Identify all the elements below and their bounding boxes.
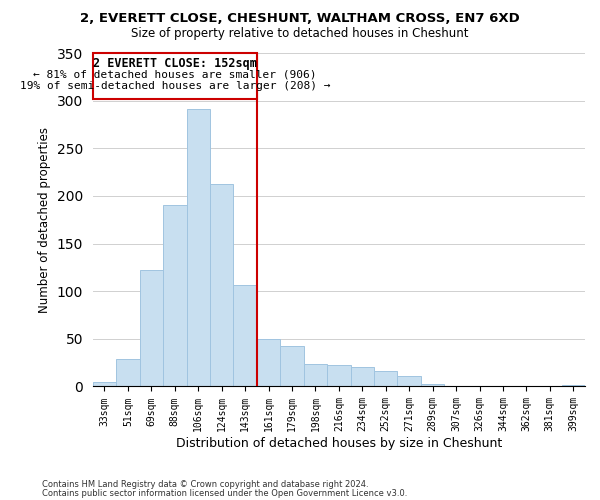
Text: Contains public sector information licensed under the Open Government Licence v3: Contains public sector information licen… [42, 488, 407, 498]
Bar [562, 384, 585, 386]
Title: 2, EVERETT CLOSE, CHESHUNT, WALTHAM CROSS, EN7 6XD
Size of property relative to : 2, EVERETT CLOSE, CHESHUNT, WALTHAM CROS… [0, 499, 1, 500]
Bar [233, 286, 257, 386]
FancyBboxPatch shape [93, 53, 257, 98]
Bar [187, 109, 210, 386]
Bar [163, 206, 187, 386]
Text: Size of property relative to detached houses in Cheshunt: Size of property relative to detached ho… [131, 27, 469, 40]
Bar [397, 376, 421, 386]
Bar [210, 184, 233, 386]
Text: 2 EVERETT CLOSE: 152sqm: 2 EVERETT CLOSE: 152sqm [93, 57, 257, 70]
Bar [116, 359, 140, 386]
Text: 19% of semi-detached houses are larger (208) →: 19% of semi-detached houses are larger (… [20, 80, 330, 90]
Text: 2, EVERETT CLOSE, CHESHUNT, WALTHAM CROSS, EN7 6XD: 2, EVERETT CLOSE, CHESHUNT, WALTHAM CROS… [80, 12, 520, 26]
Text: ← 81% of detached houses are smaller (906): ← 81% of detached houses are smaller (90… [33, 69, 317, 79]
Bar [93, 382, 116, 386]
Text: Contains HM Land Registry data © Crown copyright and database right 2024.: Contains HM Land Registry data © Crown c… [42, 480, 368, 489]
Bar [304, 364, 327, 386]
Bar [327, 364, 350, 386]
Bar [140, 270, 163, 386]
Bar [350, 368, 374, 386]
Y-axis label: Number of detached properties: Number of detached properties [38, 126, 51, 312]
Bar [374, 371, 397, 386]
Bar [421, 384, 445, 386]
Bar [257, 339, 280, 386]
X-axis label: Distribution of detached houses by size in Cheshunt: Distribution of detached houses by size … [176, 437, 502, 450]
Bar [280, 346, 304, 387]
